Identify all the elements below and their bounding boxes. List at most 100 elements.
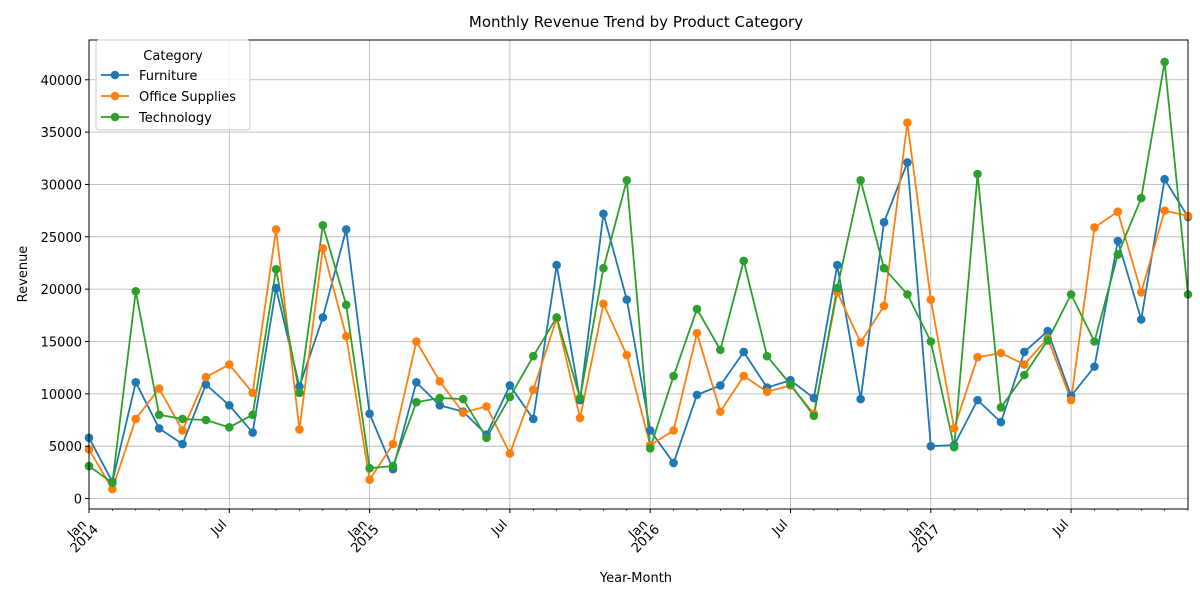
data-point [973, 352, 982, 362]
data-point [1160, 57, 1169, 67]
data-point [108, 484, 117, 494]
data-point [295, 388, 304, 398]
data-point [201, 415, 211, 425]
y-tick-label: 35000 [41, 126, 82, 141]
data-point [225, 360, 234, 369]
data-point [622, 350, 632, 360]
data-point [599, 209, 608, 219]
data-point [248, 388, 257, 398]
data-point [879, 217, 889, 227]
data-point [482, 402, 491, 411]
data-point [575, 413, 585, 423]
data-point [1020, 347, 1029, 357]
data-point [435, 393, 445, 403]
data-point [131, 378, 141, 387]
y-tick-label: 20000 [41, 283, 82, 298]
data-point [1020, 370, 1029, 380]
data-point [505, 449, 515, 458]
legend-marker [110, 70, 120, 80]
data-point [692, 328, 702, 338]
data-point [178, 426, 187, 435]
y-tick-label: 25000 [41, 231, 82, 246]
data-point [996, 403, 1006, 412]
data-point [458, 408, 468, 417]
data-point [879, 263, 889, 273]
data-point [622, 295, 632, 304]
legend-marker [110, 112, 120, 122]
data-point [435, 376, 445, 386]
legend-title: Category [143, 49, 203, 64]
data-point [716, 407, 725, 416]
data-point [879, 301, 889, 311]
plot-frame [88, 39, 1189, 510]
data-point [482, 433, 491, 443]
data-point [622, 175, 632, 185]
data-point [201, 380, 211, 389]
data-point [271, 283, 281, 293]
y-tick-label: 0 [74, 493, 82, 508]
legend-marker [110, 91, 120, 101]
data-point [809, 411, 819, 421]
y-tick-label: 40000 [41, 74, 82, 89]
data-point [739, 347, 749, 357]
data-point [1066, 395, 1076, 405]
data-point [528, 351, 538, 361]
y-tick-label: 5000 [49, 440, 82, 455]
data-point [926, 295, 936, 304]
series-lines [88, 61, 1189, 491]
data-point [1043, 326, 1052, 336]
legend-label: Technology [138, 111, 212, 126]
data-point [856, 394, 865, 404]
data-point [388, 439, 398, 449]
data-point [318, 313, 328, 322]
data-point [201, 372, 211, 382]
data-point [645, 426, 655, 435]
data-point [1160, 206, 1169, 215]
data-point [1090, 223, 1099, 232]
data-point [669, 458, 678, 468]
data-point [412, 378, 421, 387]
x-tick-label: Jul [1050, 517, 1072, 539]
data-point [903, 118, 912, 127]
data-point [832, 283, 842, 293]
data-point [856, 175, 865, 185]
data-point [248, 428, 257, 437]
data-point [318, 221, 328, 230]
data-point [154, 410, 164, 420]
data-point [341, 225, 351, 234]
data-point [1160, 174, 1169, 184]
data-point [528, 414, 538, 424]
legend: Category Furniture Office Supplies Technol… [95, 39, 251, 131]
data-point [271, 225, 281, 234]
legend-label: Furniture [139, 69, 197, 84]
data-point [365, 463, 374, 473]
data-point [716, 381, 725, 390]
data-point [1136, 315, 1146, 324]
data-point [341, 300, 351, 310]
y-axis: 0 5000 10000 15000 20000 25000 30000 35000 40000 [41, 74, 89, 508]
data-point [178, 414, 187, 424]
data-point [505, 381, 515, 390]
data-point [903, 290, 912, 299]
data-point [973, 169, 982, 179]
data-point [856, 338, 865, 347]
x-tick-label: Jul [769, 517, 791, 539]
data-point [645, 443, 655, 453]
data-point [575, 393, 585, 403]
data-point [225, 423, 234, 432]
data-point [295, 425, 304, 434]
y-axis-title: Revenue [16, 246, 31, 303]
data-point [552, 313, 561, 322]
data-point [388, 461, 398, 471]
data-point [365, 409, 374, 419]
data-point [786, 380, 795, 389]
data-point [1090, 362, 1099, 371]
data-point [1020, 360, 1029, 369]
data-point [131, 414, 141, 424]
data-point [458, 394, 468, 404]
data-point [669, 371, 678, 381]
data-point [178, 439, 187, 449]
data-point [669, 426, 678, 435]
